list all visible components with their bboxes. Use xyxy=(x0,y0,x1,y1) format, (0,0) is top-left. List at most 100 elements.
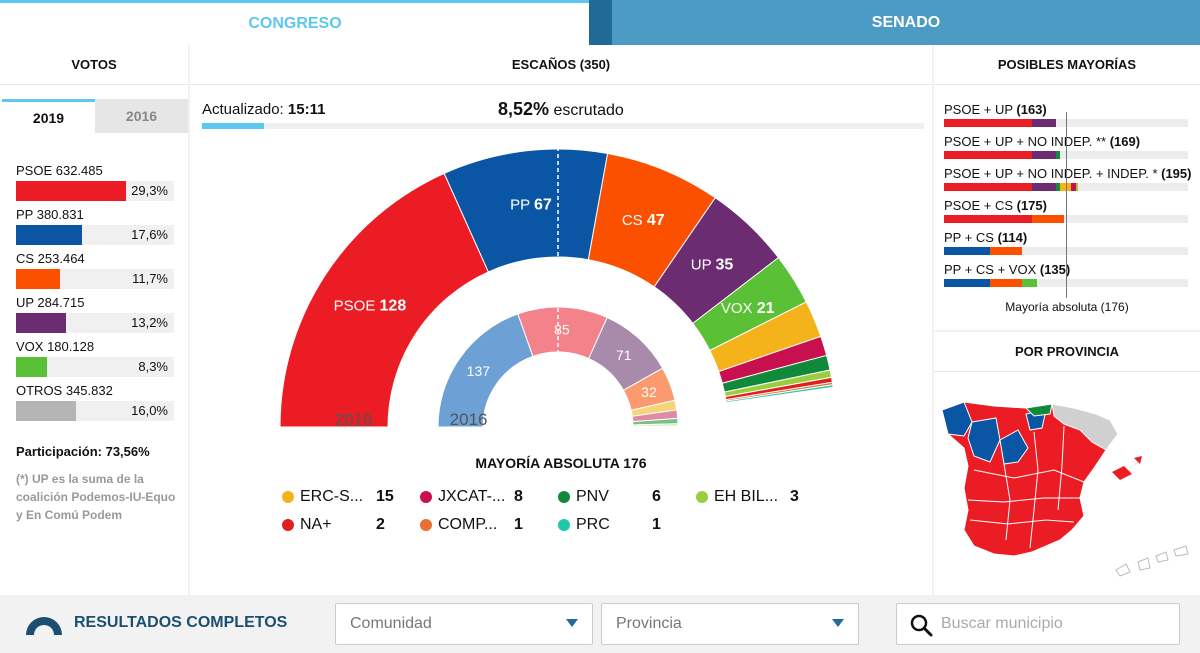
mayoria-bar-segment xyxy=(1032,119,1057,127)
mayoria-row-label: PP + CS (114) xyxy=(944,230,1027,245)
tab-congreso[interactable]: CONGRESO xyxy=(0,0,590,45)
legend-item: ERC-S... 15 xyxy=(282,486,394,508)
seats-chart: PSOE 128 PP 67 CS 47 UP 35 VOX 21 2019 137 85 71… xyxy=(279,147,834,429)
legend-name: PRC xyxy=(576,516,610,533)
mayoria-bar-segment xyxy=(1032,151,1057,159)
mayoria-bar-segment xyxy=(1022,279,1037,287)
vote-bar-track: 17,6% xyxy=(16,225,174,245)
map-region-pp-leon xyxy=(967,417,1001,463)
mayoria-row-name: PP + CS + VOX xyxy=(944,262,1040,277)
vote-bar-track: 13,2% xyxy=(16,313,174,333)
vote-row-label: OTROS 345.832 xyxy=(16,383,113,398)
mayorias-panel: POSIBLES MAYORÍAS PSOE + UP (163) PSOE + … xyxy=(934,45,1200,330)
mayoria-absoluta: MAYORÍA ABSOLUTA 176 xyxy=(190,455,932,471)
vote-row: PP 380.831 17,6% xyxy=(16,207,174,247)
seats-2019-slice[interactable] xyxy=(725,384,834,404)
legend-item: PNV 6 xyxy=(558,486,661,508)
escanos-title: ESCAÑOS (350) xyxy=(190,45,932,85)
seats-2019-slice-label: VOX 21 xyxy=(721,300,775,317)
update-line: Actualizado: 15:11 8,52% escrutado xyxy=(190,95,932,129)
legend-value: 3 xyxy=(790,488,799,505)
mayoria-bar-segment xyxy=(1070,183,1077,191)
legend-value: 1 xyxy=(514,516,523,533)
map-region-pnv xyxy=(1024,403,1053,417)
escrutado: 8,52% escrutado xyxy=(498,99,624,120)
mayoria-bar-segment xyxy=(944,151,1033,159)
vote-pct: 17,6% xyxy=(131,227,168,242)
participacion-value: 73,56% xyxy=(105,444,150,459)
vote-row-label: PP 380.831 xyxy=(16,207,84,222)
seats-2019-slice-label: PSOE 128 xyxy=(334,297,407,314)
seats-2019-slice-label: UP 35 xyxy=(691,256,734,273)
mayoria-bar-segment xyxy=(990,279,1023,287)
escrutado-progress xyxy=(202,123,924,129)
mayoria-bar-segment xyxy=(1076,183,1079,191)
map-canary-4 xyxy=(1173,545,1189,557)
escrutado-value: 8,52% xyxy=(498,99,550,119)
legend-name: EH BIL... xyxy=(714,488,779,505)
map-region-pp-castilla xyxy=(999,429,1029,465)
legend-name: PNV xyxy=(576,488,609,505)
year-tab-2019[interactable]: 2019 xyxy=(2,99,95,133)
spain-province-map[interactable] xyxy=(934,370,1200,592)
vote-row: PSOE 632.485 29,3% xyxy=(16,163,174,203)
map-canary-3 xyxy=(1155,551,1169,563)
mayorias-title: POSIBLES MAYORÍAS xyxy=(934,45,1200,85)
mayoria-row-label: PSOE + UP + NO INDEP. + INDEP. * (195) xyxy=(944,166,1191,181)
provincia-select[interactable]: Provincia xyxy=(601,603,859,645)
vote-row-label: UP 284.715 xyxy=(16,295,85,310)
year-tabs: 2019 2016 xyxy=(0,99,188,133)
legend-item: EH BIL... 3 xyxy=(696,486,799,508)
legend-dot xyxy=(696,491,708,503)
actualizado-label: Actualizado: xyxy=(202,101,284,118)
map-region-other xyxy=(1051,403,1119,451)
legend-dot xyxy=(282,491,294,503)
comunidad-placeholder: Comunidad xyxy=(350,615,432,632)
mayoria-bar-segment xyxy=(1032,183,1057,191)
vote-row-label: VOX 180.128 xyxy=(16,339,95,354)
mayoria-bar-segment xyxy=(944,183,1033,191)
legend-item: NA+ 2 xyxy=(282,514,385,536)
mayoria-row-seats: (195) xyxy=(1161,166,1192,181)
gauge-icon xyxy=(26,617,62,635)
map-canary-1 xyxy=(1115,563,1131,577)
seats-2019-slice-label: CS 47 xyxy=(622,212,665,229)
escanos-panel: ESCAÑOS (350) Actualizado: 15:11 8,52% e… xyxy=(190,45,932,595)
mayoria-row-label: PSOE + CS (175) xyxy=(944,198,1047,213)
mayoria-row-name: PSOE + CS xyxy=(944,198,1017,213)
legend-dot xyxy=(558,491,570,503)
legend-name: COMP... xyxy=(438,516,498,533)
majority-label: Mayoría absoluta (176) xyxy=(1005,300,1129,314)
legend-dot xyxy=(558,519,570,531)
vote-pct: 8,3% xyxy=(138,359,168,374)
search-input[interactable] xyxy=(941,613,1171,635)
up-note: (*) UP es la suma de la coalición Podemo… xyxy=(16,472,176,522)
mayoria-bar-segment xyxy=(1056,183,1061,191)
tab-senado[interactable]: SENADO xyxy=(612,0,1200,45)
vote-pct: 29,3% xyxy=(131,183,168,198)
provincia-placeholder: Provincia xyxy=(616,615,682,632)
legend-dot xyxy=(282,519,294,531)
vote-row: CS 253.464 11,7% xyxy=(16,251,174,291)
participacion-label: Participación: xyxy=(16,444,102,459)
mayoria-bar-segment xyxy=(944,247,991,255)
comunidad-select[interactable]: Comunidad xyxy=(335,603,593,645)
legend-dot xyxy=(420,519,432,531)
legend-value: 8 xyxy=(514,488,523,505)
legend-item: JXCAT-... 8 xyxy=(420,486,523,508)
seats-2016-year-label: 2016 xyxy=(450,410,488,429)
seats-2016-slice[interactable] xyxy=(632,425,679,428)
map-balearic xyxy=(1112,466,1132,480)
year-tab-2016[interactable]: 2016 xyxy=(95,99,188,133)
resultados-completos-link[interactable]: RESULTADOS COMPLETOS xyxy=(74,614,288,631)
election-tabs: CONGRESO SENADO xyxy=(0,0,1200,45)
seats-2019-slice[interactable] xyxy=(279,172,490,428)
municipio-search xyxy=(896,603,1180,645)
seats-2016-slice-label: 71 xyxy=(616,347,632,363)
mayoria-row-seats: (135) xyxy=(1039,262,1071,277)
vote-row-label: PSOE 632.485 xyxy=(16,163,103,178)
map-borders xyxy=(967,425,1085,549)
vote-bar-track: 8,3% xyxy=(16,357,174,377)
legend-value: 2 xyxy=(376,516,385,533)
vote-pct: 13,2% xyxy=(131,315,168,330)
